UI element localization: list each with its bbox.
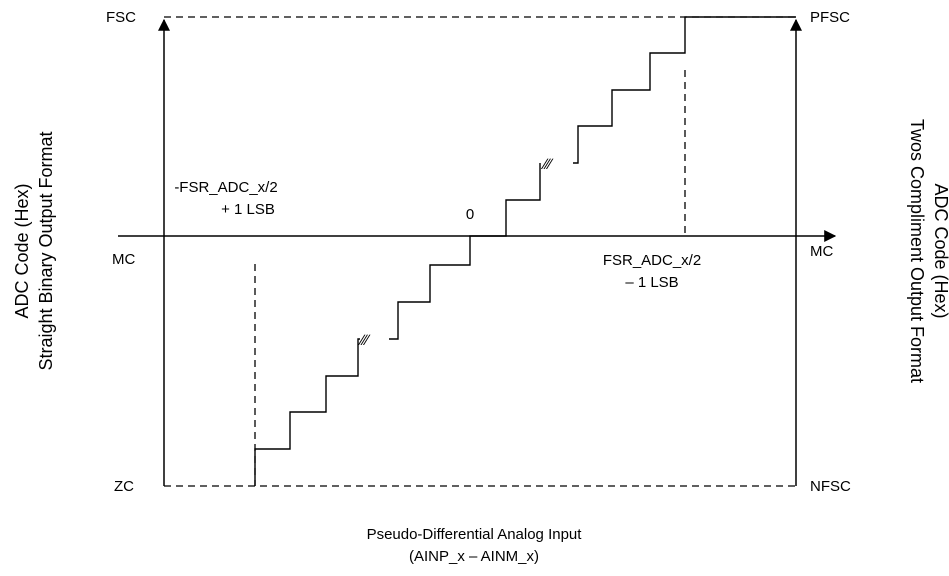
staircase-lower-mid xyxy=(389,163,541,340)
x-axis-title: Pseudo-Differential Analog Input xyxy=(367,526,583,543)
left-axis-title: ADC Code (Hex) xyxy=(12,183,32,318)
upper-break-symbol: ∕∕∕ xyxy=(540,156,554,173)
right-pfsc-label: PFSC xyxy=(810,9,850,26)
transfer-staircase xyxy=(254,16,796,486)
left-mc-label: MC xyxy=(112,251,135,268)
pos-fs-label-line2: – 1 LSB xyxy=(625,274,678,291)
left-fsc-label: FSC xyxy=(106,9,136,26)
right-nfsc-label: NFSC xyxy=(810,478,851,495)
axes xyxy=(118,18,837,486)
left-axis-subtitle: Straight Binary Output Format xyxy=(36,131,56,370)
pos-fs-label-line1: FSR_ADC_x/2 xyxy=(603,252,701,269)
right-axis-title: ADC Code (Hex) xyxy=(931,183,949,318)
neg-fs-label-line1: -FSR_ADC_x/2 xyxy=(174,179,277,196)
dashed-boundaries xyxy=(164,16,796,487)
staircase-upper xyxy=(573,16,796,164)
lower-break-symbol: ∕∕∕ xyxy=(357,332,371,349)
left-zc-label: ZC xyxy=(114,478,134,495)
zero-label: 0 xyxy=(466,206,474,223)
x-axis-subtitle: (AINP_x – AINM_x) xyxy=(409,548,539,565)
staircase-lower xyxy=(254,338,360,486)
neg-fs-label-line2: + 1 LSB xyxy=(221,201,275,218)
right-axis-subtitle: Twos Compliment Output Format xyxy=(907,119,927,383)
right-mc-label: MC xyxy=(810,243,833,260)
